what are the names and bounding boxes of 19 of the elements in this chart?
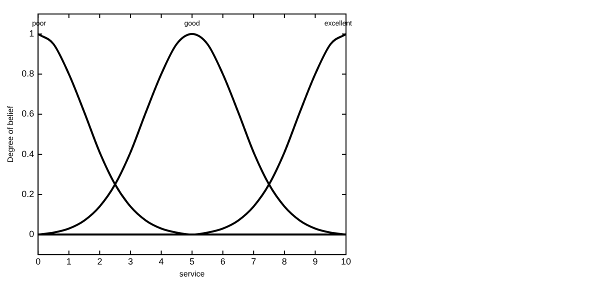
y-tick-label: 0.6 (22, 108, 34, 119)
x-tick-label: 3 (128, 256, 133, 266)
x-tick-label: 7 (251, 256, 256, 266)
x-tick-label: 0 (36, 256, 41, 266)
y-tick-label: 0 (29, 229, 34, 240)
y-tick-label: 0.8 (22, 68, 34, 79)
y-tick-label: 1 (29, 28, 34, 39)
x-tick-label: 5 (190, 256, 195, 266)
x-tick-label: 2 (97, 256, 102, 266)
y-tick-label: 0.4 (22, 148, 34, 159)
y-tick-label: 0.2 (22, 188, 34, 199)
x-tick-label: 9 (312, 256, 318, 266)
x-tick-label: 6 (220, 256, 226, 266)
x-tick-label: 1 (66, 256, 72, 266)
x-axis-title: service (179, 269, 206, 278)
x-tick-label: 4 (158, 256, 164, 266)
x-tick-label: 10 (340, 256, 352, 266)
y-axis-title: Degree of belief (6, 105, 16, 163)
x-tick-label: 8 (282, 256, 287, 266)
